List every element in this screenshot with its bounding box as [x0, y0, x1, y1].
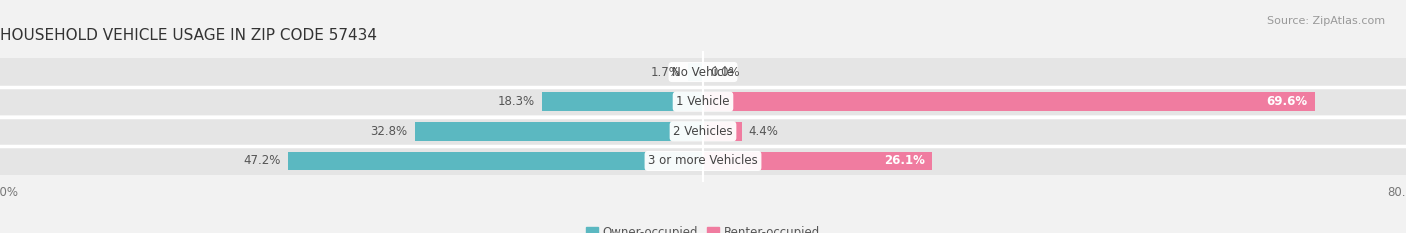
Bar [288, 152, 703, 170]
Text: 32.8%: 32.8% [371, 125, 408, 138]
Text: 1.7%: 1.7% [651, 65, 681, 79]
Bar [0, 58, 1406, 86]
Bar [703, 122, 742, 140]
Text: 2 Vehicles: 2 Vehicles [673, 125, 733, 138]
Text: 47.2%: 47.2% [243, 154, 281, 168]
Text: 1 Vehicle: 1 Vehicle [676, 95, 730, 108]
Text: HOUSEHOLD VEHICLE USAGE IN ZIP CODE 57434: HOUSEHOLD VEHICLE USAGE IN ZIP CODE 5743… [0, 28, 377, 43]
Bar [703, 152, 932, 170]
Bar [0, 88, 1406, 115]
Text: No Vehicle: No Vehicle [672, 65, 734, 79]
Text: 3 or more Vehicles: 3 or more Vehicles [648, 154, 758, 168]
Text: 69.6%: 69.6% [1267, 95, 1308, 108]
Text: Source: ZipAtlas.com: Source: ZipAtlas.com [1267, 16, 1385, 26]
Bar [415, 122, 703, 140]
Bar [543, 93, 703, 111]
Bar [688, 63, 703, 81]
Text: 26.1%: 26.1% [884, 154, 925, 168]
Bar [0, 147, 1406, 175]
Text: 0.0%: 0.0% [710, 65, 740, 79]
Bar [0, 118, 1406, 145]
Legend: Owner-occupied, Renter-occupied: Owner-occupied, Renter-occupied [581, 221, 825, 233]
Bar [703, 93, 1315, 111]
Text: 4.4%: 4.4% [749, 125, 779, 138]
Text: 18.3%: 18.3% [498, 95, 536, 108]
